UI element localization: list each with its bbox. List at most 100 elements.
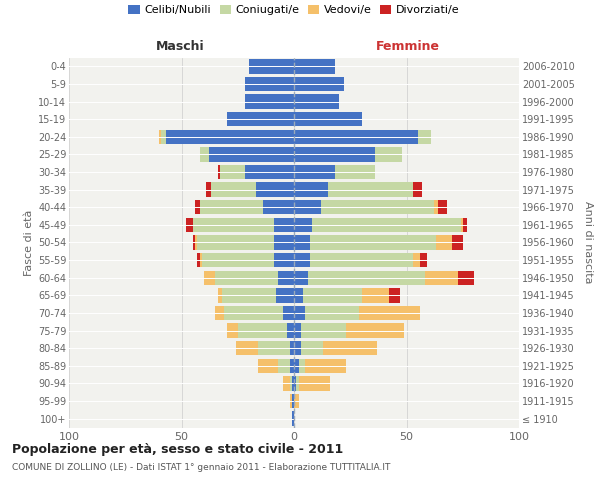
Bar [206,182,211,197]
Bar [294,288,303,302]
Bar [166,130,294,144]
Y-axis label: Fasce di età: Fasce di età [23,210,34,276]
Bar [294,130,418,144]
Text: COMUNE DI ZOLLINO (LE) - Dati ISTAT 1° gennaio 2011 - Elaborazione TUTTITALIA.IT: COMUNE DI ZOLLINO (LE) - Dati ISTAT 1° g… [12,462,391,471]
Bar [294,306,305,320]
Bar [294,165,335,179]
Bar [278,358,290,373]
Bar [294,94,339,109]
Bar [290,358,294,373]
Bar [294,218,312,232]
Bar [245,165,294,179]
Bar [299,376,330,390]
Bar [195,236,197,250]
Bar [195,200,199,214]
Bar [290,376,292,390]
Bar [425,270,458,285]
Bar [222,288,276,302]
Bar [452,236,463,250]
Bar [299,358,305,373]
Bar [274,253,294,268]
Bar [197,253,199,268]
Bar [321,200,433,214]
Bar [292,376,294,390]
Bar [276,288,294,302]
Bar [375,147,402,162]
Bar [294,147,375,162]
Bar [220,165,245,179]
Bar [305,358,346,373]
Bar [418,130,431,144]
Bar [199,147,209,162]
Bar [235,341,258,355]
Bar [301,341,323,355]
Bar [294,376,296,390]
Text: Maschi: Maschi [155,40,205,52]
Bar [278,270,294,285]
Bar [274,218,294,232]
Bar [294,270,308,285]
Bar [335,165,375,179]
Bar [438,200,447,214]
Bar [215,270,278,285]
Bar [294,200,321,214]
Bar [227,324,238,338]
Bar [215,306,224,320]
Bar [274,236,294,250]
Bar [308,270,425,285]
Bar [294,253,310,268]
Bar [224,306,283,320]
Bar [294,182,328,197]
Bar [461,218,463,232]
Bar [413,253,420,268]
Bar [199,200,263,214]
Bar [202,253,274,268]
Bar [193,218,274,232]
Bar [193,236,195,250]
Y-axis label: Anni di nascita: Anni di nascita [583,201,593,284]
Bar [161,130,166,144]
Bar [290,394,292,408]
Text: Popolazione per età, sesso e stato civile - 2011: Popolazione per età, sesso e stato civil… [12,442,343,456]
Bar [204,270,215,285]
Text: Femmine: Femmine [376,40,440,52]
Bar [294,112,361,126]
Bar [258,341,290,355]
Bar [209,147,294,162]
Bar [292,394,294,408]
Bar [413,182,422,197]
Bar [323,341,377,355]
Bar [296,376,299,390]
Bar [199,253,202,268]
Bar [249,59,294,74]
Bar [433,200,438,214]
Bar [294,394,299,408]
Bar [436,236,452,250]
Bar [290,341,294,355]
Bar [294,236,310,250]
Bar [245,94,294,109]
Bar [463,218,467,232]
Bar [292,412,294,426]
Bar [346,324,404,338]
Bar [283,376,290,390]
Bar [294,59,335,74]
Bar [218,288,222,302]
Bar [159,130,161,144]
Bar [420,253,427,268]
Bar [227,112,294,126]
Bar [294,324,301,338]
Bar [287,324,294,338]
Bar [328,182,413,197]
Bar [361,288,389,302]
Bar [310,253,413,268]
Bar [458,270,474,285]
Bar [263,200,294,214]
Bar [197,236,274,250]
Bar [312,218,461,232]
Bar [389,288,400,302]
Bar [301,324,346,338]
Bar [359,306,420,320]
Bar [283,306,294,320]
Bar [294,76,343,91]
